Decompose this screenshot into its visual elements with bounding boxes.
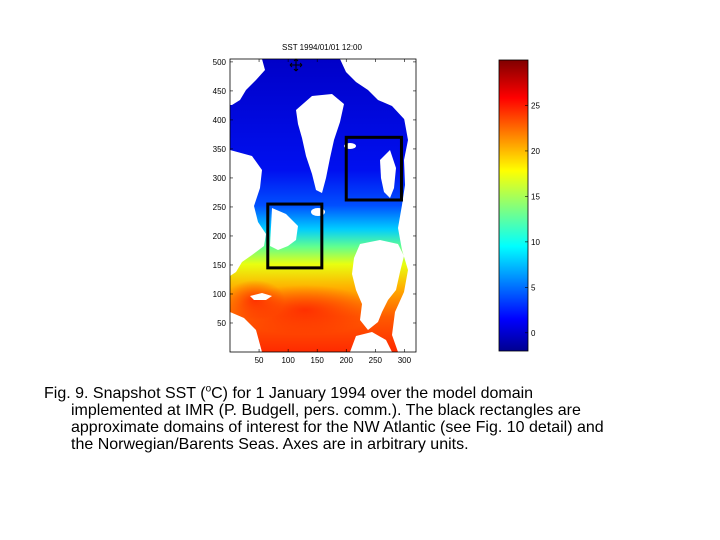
- figure-caption: Fig. 9. Snapshot SST (oC) for 1 January …: [44, 383, 684, 453]
- y-tick-label: 500: [213, 58, 227, 67]
- colorbar-tick-label: 20: [531, 147, 540, 156]
- land-east: [392, 118, 416, 352]
- x-tick-label: 250: [369, 356, 383, 365]
- colorbar-tick-label: 15: [531, 192, 540, 201]
- colorbar-tick-label: 5: [531, 283, 536, 292]
- x-tick-label: 300: [398, 356, 412, 365]
- plot-title: SST 1994/01/01 12:00: [282, 43, 362, 52]
- y-tick-label: 450: [213, 87, 227, 96]
- caption-line-4: the Norwegian/Barents Seas. Axes are in …: [71, 436, 469, 453]
- land-greenland: [296, 94, 344, 193]
- land-europe: [352, 240, 404, 330]
- y-tick-label: 300: [213, 174, 227, 183]
- y-tick-label: 250: [213, 203, 227, 212]
- colorbar-axis: 0 5 10 15 20 25: [525, 101, 540, 338]
- caption-line-1: Fig. 9. Snapshot SST (oC) for 1 January …: [44, 383, 534, 402]
- x-axis: 50 100 150 200 250 300: [255, 59, 412, 365]
- y-tick-label: 150: [213, 261, 227, 270]
- nw-atlantic-box: [266, 202, 324, 270]
- colorbar: [498, 59, 529, 352]
- caption-line-2: implemented at IMR (P. Budgell, pers. co…: [71, 402, 581, 419]
- y-axis: 50 100 150 200 250 300 350 400 450 500: [213, 58, 416, 328]
- y-tick-label: 50: [217, 319, 226, 328]
- x-tick-label: 150: [311, 356, 325, 365]
- map-frame: [229, 58, 417, 353]
- land-labrador: [270, 208, 298, 250]
- norwegian-barents-box: [344, 135, 403, 202]
- colorbar-tick-label: 10: [531, 238, 540, 247]
- x-tick-label: 100: [281, 356, 295, 365]
- land-caribbean: [250, 293, 272, 300]
- y-tick-label: 350: [213, 145, 227, 154]
- land-northwest: [230, 59, 265, 105]
- caption-line-3: approximate domains of interest for the …: [71, 419, 604, 436]
- y-tick-label: 400: [213, 116, 227, 125]
- move-cursor-icon: [289, 58, 303, 72]
- land-southwest: [230, 312, 262, 352]
- colorbar-tick-label: 0: [531, 329, 536, 338]
- x-tick-label: 50: [255, 356, 264, 365]
- y-tick-label: 200: [213, 232, 227, 241]
- x-tick-label: 200: [340, 356, 354, 365]
- colorbar-tick-label: 25: [531, 101, 540, 110]
- land-iberia: [350, 332, 392, 352]
- land-north-america: [230, 150, 266, 276]
- land-northeast: [340, 59, 416, 125]
- land-norway: [380, 150, 396, 198]
- y-tick-label: 100: [213, 290, 227, 299]
